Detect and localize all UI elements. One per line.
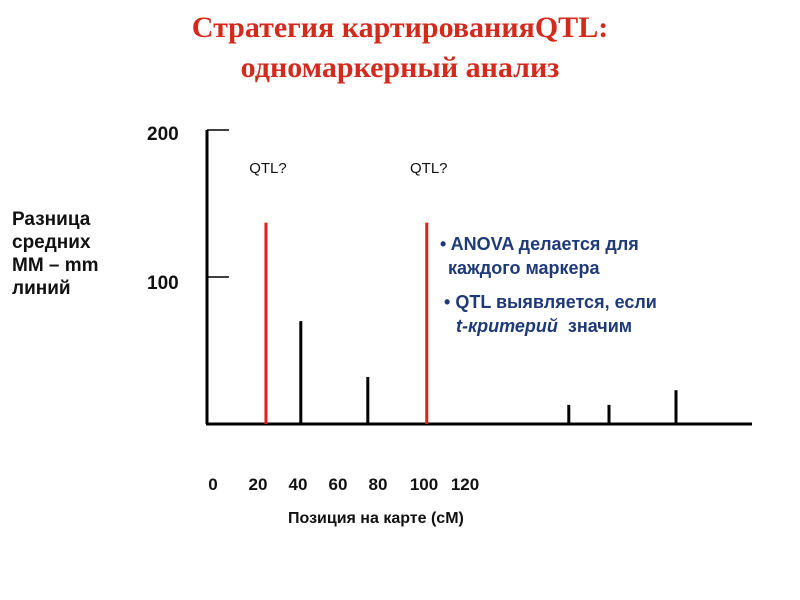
annotation-anova-line-1: • ANOVA делается для xyxy=(440,234,639,254)
y-tick-label-200: 200 xyxy=(147,124,179,145)
y-axis-label-line-1: Разница xyxy=(12,209,91,230)
annotation-anova-line-2: каждого маркера xyxy=(448,258,600,278)
x-tick-label-40: 40 xyxy=(289,475,308,494)
x-tick-label-100: 100 xyxy=(410,475,438,494)
x-axis-label: Позиция на карте (cM) xyxy=(288,510,464,527)
x-tick-label-20: 20 xyxy=(249,475,268,494)
bullet-icon: • xyxy=(440,234,447,254)
annotation-qtl-line-2: t-критерий значим xyxy=(456,316,633,336)
qtl-label-1: QTL? xyxy=(249,160,287,177)
annotation-qtl-line-1: • QTL выявляется, если xyxy=(444,292,657,312)
x-tick-label-120: 120 xyxy=(451,475,479,494)
chart-title-line-2: одномаркерный анализ xyxy=(240,51,560,84)
qtl-label-2: QTL? xyxy=(410,160,448,177)
y-axis-label: Разница средних MM – mm линий xyxy=(12,208,132,300)
annotation-qtl: • QTL выявляется, если t-критерий значим xyxy=(444,290,657,338)
x-tick-label-0: 0 xyxy=(208,475,217,494)
y-tick-label-100: 100 xyxy=(147,273,179,294)
x-tick-label-60: 60 xyxy=(329,475,348,494)
t-criterion-text: t-критерий xyxy=(456,316,558,336)
y-axis-label-line-3: MM – mm xyxy=(12,255,99,276)
annotation-anova: • ANOVA делается для каждого маркера xyxy=(440,232,639,280)
y-axis-label-line-2: средних xyxy=(12,232,91,253)
bullet-icon: • xyxy=(444,292,451,312)
chart-title: Стратегия картированияQTL: одномаркерный… xyxy=(0,8,800,88)
y-axis-label-line-4: линий xyxy=(12,278,71,299)
x-tick-label-80: 80 xyxy=(369,475,388,494)
chart-title-line-1: Стратегия картированияQTL: xyxy=(191,11,609,44)
